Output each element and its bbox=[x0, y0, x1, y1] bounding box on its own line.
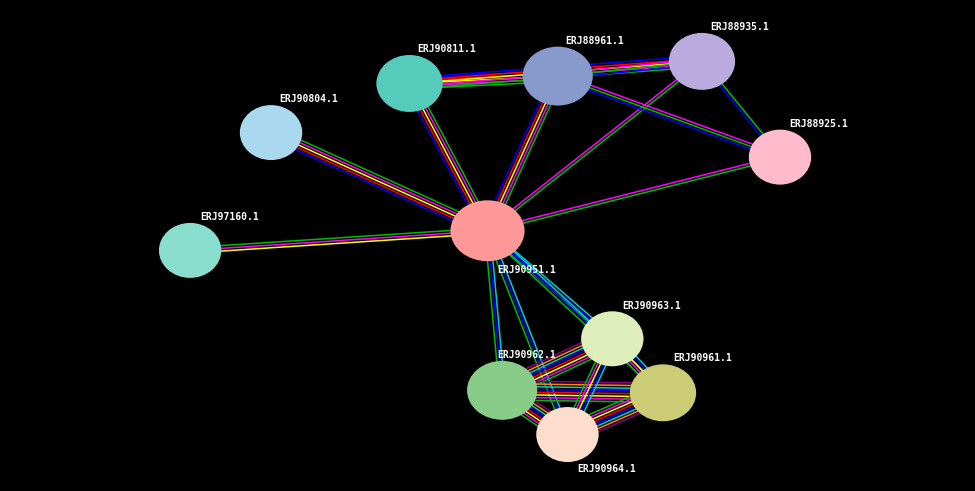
Ellipse shape bbox=[630, 364, 696, 421]
Text: ERJ97160.1: ERJ97160.1 bbox=[200, 212, 258, 222]
Ellipse shape bbox=[240, 105, 302, 160]
Ellipse shape bbox=[536, 407, 599, 462]
Text: ERJ90951.1: ERJ90951.1 bbox=[497, 265, 556, 275]
Ellipse shape bbox=[669, 33, 735, 90]
Ellipse shape bbox=[450, 200, 525, 261]
Text: ERJ90961.1: ERJ90961.1 bbox=[673, 354, 731, 363]
Text: ERJ88935.1: ERJ88935.1 bbox=[710, 22, 768, 32]
Text: ERJ90962.1: ERJ90962.1 bbox=[497, 350, 556, 360]
Ellipse shape bbox=[523, 47, 593, 106]
Ellipse shape bbox=[749, 130, 811, 185]
Text: ERJ90964.1: ERJ90964.1 bbox=[577, 464, 636, 474]
Ellipse shape bbox=[159, 223, 221, 278]
Text: ERJ90963.1: ERJ90963.1 bbox=[622, 301, 681, 311]
Ellipse shape bbox=[467, 361, 537, 420]
Text: ERJ88961.1: ERJ88961.1 bbox=[566, 36, 624, 46]
Ellipse shape bbox=[376, 55, 443, 112]
Text: ERJ90811.1: ERJ90811.1 bbox=[417, 44, 476, 54]
Ellipse shape bbox=[581, 311, 644, 366]
Text: ERJ88925.1: ERJ88925.1 bbox=[790, 119, 848, 129]
Text: ERJ90804.1: ERJ90804.1 bbox=[279, 94, 337, 104]
